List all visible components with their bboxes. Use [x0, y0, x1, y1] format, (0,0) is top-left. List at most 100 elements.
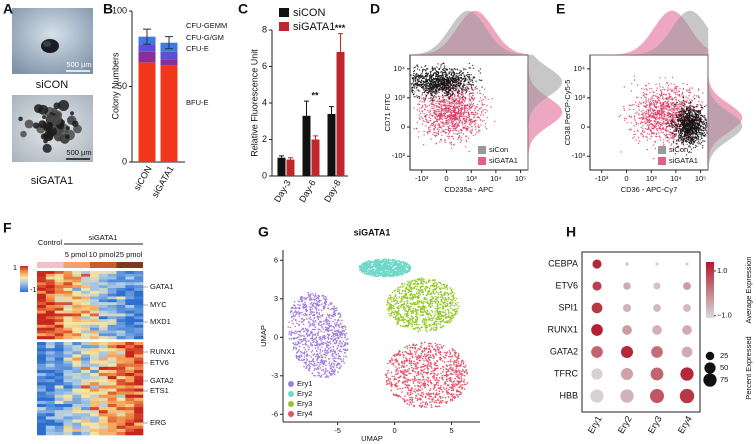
heatmap-cell: [98, 273, 108, 277]
cell-dot: [418, 114, 420, 116]
cell-dot: [688, 114, 690, 116]
y-tick-label: 0: [262, 170, 267, 180]
cell-dot: [446, 73, 448, 76]
cell-dot: [673, 139, 675, 141]
cell-dot: [673, 106, 676, 108]
heatmap-cell: [125, 376, 135, 380]
cell-dot: [427, 72, 429, 75]
cell-dot: [435, 120, 437, 122]
cell-dot: [430, 74, 432, 76]
cell-dot: [679, 119, 682, 122]
heatmap-cell: [90, 316, 100, 320]
cell-dot: [659, 111, 661, 113]
cell-dot: [451, 96, 454, 98]
cell-dot: [648, 114, 651, 117]
cell-dot: [669, 88, 671, 90]
cell-dot: [434, 126, 437, 129]
heatmap-cell: [72, 299, 82, 303]
cell-dot: [637, 106, 640, 108]
cell-dot: [433, 127, 435, 130]
cell-dot: [436, 85, 439, 88]
cell-dot: [413, 70, 415, 73]
cell-dot: [655, 95, 657, 97]
heatmap-cell: [107, 366, 117, 371]
cell-dot: [454, 100, 456, 102]
cell-dot: [423, 115, 426, 118]
panel-label: E: [556, 1, 565, 17]
cell-dot: [417, 103, 419, 106]
heatmap-cell: [116, 407, 126, 411]
heatmap-cell: [63, 394, 73, 399]
heatmap-cell: [107, 319, 117, 323]
cell-dot: [662, 116, 664, 119]
cell-dot: [443, 82, 446, 84]
heatmap-cell: [116, 299, 126, 303]
heatmap-cell: [81, 276, 91, 280]
cell-dot: [450, 108, 452, 111]
cell-dot: [704, 124, 707, 127]
cell-dot: [648, 129, 650, 131]
cell-dot: [645, 115, 648, 118]
heatmap-cell: [37, 348, 47, 352]
cell-dot: [475, 133, 477, 135]
cell-dot: [663, 139, 665, 141]
cell-dot: [436, 106, 439, 108]
cell-dot: [658, 135, 660, 138]
cell-dot: [679, 125, 681, 128]
cell-dot: [688, 126, 690, 129]
x-tick-label: 10⁴: [670, 174, 682, 183]
cell-dot: [470, 92, 472, 94]
heatmap-cell: [54, 290, 64, 294]
cell-dot: [676, 119, 679, 121]
cell-dot: [646, 128, 649, 130]
cell-dot: [684, 107, 686, 109]
cell-dot: [477, 103, 479, 106]
cell-dot: [481, 120, 483, 123]
cell-dot: [700, 104, 702, 107]
cell-dot: [674, 119, 677, 121]
cell-dot: [430, 124, 432, 127]
cell-dot: [438, 126, 440, 129]
cell-dot: [458, 101, 460, 103]
cell-dot: [442, 110, 444, 112]
cell-dot: [468, 74, 471, 76]
cell-dot: [623, 105, 625, 108]
heatmap-cell: [116, 360, 126, 364]
heatmap-cell: [134, 410, 144, 414]
cell-dot: [451, 79, 454, 82]
cell-dot: [688, 89, 691, 92]
cell-dot: [438, 68, 441, 70]
cell-dot: [460, 74, 462, 76]
cell-dot: [670, 98, 672, 100]
cell-dot: [680, 137, 682, 139]
cell-dot: [439, 83, 441, 85]
cell-dot: [445, 99, 447, 101]
heatmap-cell: [37, 282, 47, 286]
cell-dot: [426, 131, 429, 134]
heatmap-cell: [45, 327, 55, 331]
cell-dot: [481, 110, 483, 113]
heatmap-cell: [63, 385, 73, 389]
cell-dot: [646, 139, 648, 141]
heatmap-cell: [81, 307, 91, 311]
cell-dot: [455, 133, 457, 135]
cell-dot: [457, 124, 459, 127]
cell-dot: [446, 79, 448, 81]
cell-dot: [666, 120, 668, 123]
heatmap-cell: [72, 345, 82, 349]
heatmap-cell: [37, 271, 47, 275]
heatmap-cell: [72, 376, 82, 380]
x-tick-label: 10⁵: [695, 174, 706, 183]
cell-dot: [649, 110, 652, 112]
heatmap-cell: [90, 369, 100, 374]
cell-dot: [688, 151, 691, 153]
cell-dot: [464, 96, 466, 99]
cell-dot: [440, 131, 442, 133]
cell-dot: [450, 119, 452, 121]
cell-dot: [466, 130, 468, 132]
heatmap-cell: [63, 397, 73, 402]
cell-dot: [441, 77, 443, 80]
cell-dot: [442, 76, 444, 79]
cell-dot: [702, 127, 704, 130]
cell-dot: [435, 100, 437, 102]
